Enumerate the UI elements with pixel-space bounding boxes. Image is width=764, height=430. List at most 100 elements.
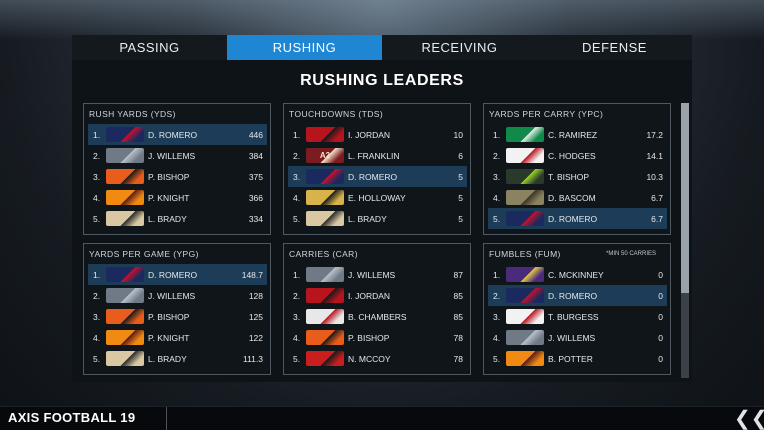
leader-row[interactable]: 5. B. POTTER 0: [488, 348, 667, 369]
rank-number: 4.: [493, 192, 501, 203]
leader-row[interactable]: 4. P. KNIGHT 366: [88, 187, 267, 208]
leader-row[interactable]: 4. E. HOLLOWAY 5: [288, 187, 467, 208]
leader-row[interactable]: 1. I. JORDAN 10: [288, 124, 467, 145]
rank-number: 3.: [293, 171, 301, 182]
leader-row[interactable]: 3. D. ROMERO 5: [288, 166, 467, 187]
scrollbar-thumb[interactable]: [681, 103, 689, 293]
leader-row[interactable]: 4. P. BISHOP 78: [288, 327, 467, 348]
logo-text: A2: [319, 151, 331, 160]
rank-number: 3.: [293, 311, 301, 322]
yards-per-game-panel: YARDS PER GAME (YPG) 1. D. ROMERO 148.7 2. J.…: [83, 243, 271, 375]
player-name: C. RAMIREZ: [548, 129, 598, 140]
rank-number: 2.: [293, 290, 301, 301]
stat-value: 5: [458, 171, 463, 182]
stat-value: 5: [458, 213, 463, 224]
silver-tile-logo-icon: [506, 330, 544, 345]
game-brand: AXIS FOOTBALL 19: [8, 410, 136, 425]
leader-row[interactable]: 4. J. WILLEMS 0: [488, 327, 667, 348]
leader-row[interactable]: 2. A2 L. FRANKLIN 6: [288, 145, 467, 166]
stat-value: 128: [248, 290, 263, 301]
leader-row[interactable]: 3. P. BISHOP 125: [88, 306, 267, 327]
leader-row[interactable]: 5. L. BRADY 111.3: [88, 348, 267, 369]
stat-value: 78: [453, 332, 463, 343]
player-name: L. BRADY: [348, 213, 387, 224]
stadium-background: [0, 0, 764, 40]
leader-row[interactable]: 1. C. RAMIREZ 17.2: [488, 124, 667, 145]
stat-value: 125: [248, 311, 263, 322]
tab-defense[interactable]: DEFENSE: [582, 40, 647, 55]
player-name: T. BISHOP: [548, 171, 590, 182]
navy-wing-logo-icon: [506, 211, 544, 226]
player-name: B. CHAMBERS: [348, 311, 407, 322]
leader-row[interactable]: 2. I. JORDAN 85: [288, 285, 467, 306]
tab-passing[interactable]: PASSING: [119, 40, 180, 55]
stat-value: 6.7: [651, 213, 663, 224]
rank-number: 3.: [493, 171, 501, 182]
flame-logo-icon: [106, 330, 144, 345]
stats-tab-bar: PASSING RUSHING RECEIVING DEFENSE: [72, 35, 692, 60]
stat-value: 10: [453, 129, 463, 140]
leader-row[interactable]: 3. T. BISHOP 10.3: [488, 166, 667, 187]
player-name: P. BISHOP: [348, 332, 390, 343]
stat-value: 0: [658, 332, 663, 343]
rank-number: 3.: [93, 171, 101, 182]
leader-row[interactable]: 3. B. CHAMBERS 85: [288, 306, 467, 327]
leader-row[interactable]: 2. J. WILLEMS 128: [88, 285, 267, 306]
stat-value: 78: [453, 353, 463, 364]
player-name: I. JORDAN: [348, 290, 391, 301]
leader-row[interactable]: 5. D. ROMERO 6.7: [488, 208, 667, 229]
leader-row[interactable]: 1. J. WILLEMS 87: [288, 264, 467, 285]
leader-row[interactable]: 1. C. MCKINNEY 0: [488, 264, 667, 285]
red-mask-logo-icon: [306, 127, 344, 142]
double-chevron-left-icon[interactable]: ❮❮: [734, 408, 764, 430]
rank-number: 1.: [493, 129, 501, 140]
stat-value: 85: [453, 290, 463, 301]
fumbles-panel: FUMBLES (FUM) *MIN 50 CARRIES 1. C. MCKINNE…: [483, 243, 671, 375]
tan-creature-logo-icon: [106, 211, 144, 226]
white-creature-logo-icon: [306, 309, 344, 324]
leader-list: 1. D. ROMERO 446 2. J. WILLEMS 384 3. P. BISHOP…: [88, 124, 267, 229]
leader-row[interactable]: 4. D. BASCOM 6.7: [488, 187, 667, 208]
rank-number: 4.: [293, 332, 301, 343]
carries-panel: CARRIES (CAR) 1. J. WILLEMS 87 2. I. JORDAN 85…: [283, 243, 471, 375]
leader-row[interactable]: 5. N. MCCOY 78: [288, 348, 467, 369]
leader-row[interactable]: 2. J. WILLEMS 384: [88, 145, 267, 166]
stat-value: 17.2: [646, 129, 663, 140]
player-name: J. WILLEMS: [148, 290, 196, 301]
leader-row[interactable]: 1. D. ROMERO 446: [88, 124, 267, 145]
stat-value: 122: [248, 332, 263, 343]
rank-number: 1.: [293, 269, 301, 280]
touchdowns-panel: TOUCHDOWNS (TDS) 1. I. JORDAN 10 2. A2 L. FRAN…: [283, 103, 471, 235]
rank-number: 2.: [93, 150, 101, 161]
leader-row[interactable]: 4. P. KNIGHT 122: [88, 327, 267, 348]
player-name: P. KNIGHT: [148, 332, 190, 343]
stat-value: 0: [658, 269, 663, 280]
footer-bar: AXIS FOOTBALL 19 ❮❮: [0, 406, 764, 430]
stat-value: 334: [248, 213, 263, 224]
leader-row[interactable]: 5. L. BRADY 334: [88, 208, 267, 229]
leader-row[interactable]: 5. L. BRADY 5: [288, 208, 467, 229]
scrollbar[interactable]: [681, 103, 689, 378]
tab-receiving[interactable]: RECEIVING: [421, 40, 498, 55]
leader-row[interactable]: 3. T. BURGESS 0: [488, 306, 667, 327]
player-name: D. ROMERO: [348, 171, 398, 182]
green-hawk-logo-icon: [506, 127, 544, 142]
leader-row[interactable]: 2. D. ROMERO 0: [488, 285, 667, 306]
tab-rushing[interactable]: RUSHING: [227, 35, 382, 60]
rank-number: 1.: [93, 269, 101, 280]
red-crest-logo-icon: [506, 148, 544, 163]
rank-number: 4.: [293, 192, 301, 203]
leader-row[interactable]: 3. P. BISHOP 375: [88, 166, 267, 187]
gold-pirate-logo-icon: [306, 190, 344, 205]
lime-bird-logo-icon: [506, 169, 544, 184]
leader-row[interactable]: 1. D. ROMERO 148.7: [88, 264, 267, 285]
rank-number: 4.: [93, 192, 101, 203]
leader-row[interactable]: 2. C. HODGES 14.1: [488, 145, 667, 166]
rank-number: 2.: [293, 150, 301, 161]
orange-bird-logo-icon: [106, 309, 144, 324]
rank-number: 5.: [493, 353, 501, 364]
player-name: J. WILLEMS: [148, 150, 196, 161]
player-name: J. WILLEMS: [548, 332, 596, 343]
orange-bird-logo-icon: [306, 330, 344, 345]
rank-number: 4.: [93, 332, 101, 343]
